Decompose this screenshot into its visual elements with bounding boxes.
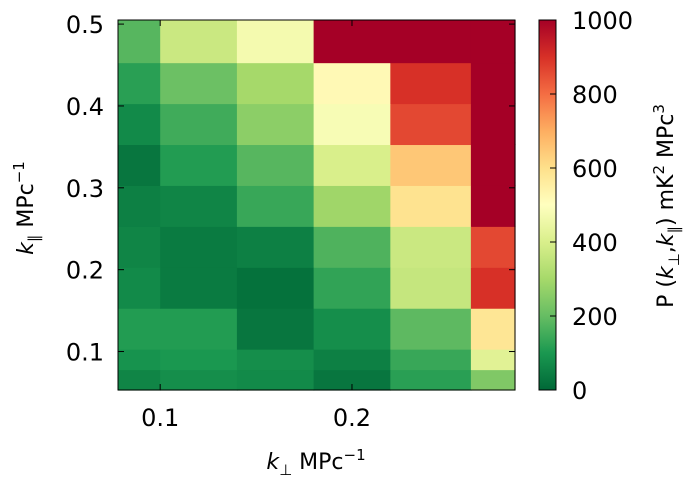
heatmap-cell	[118, 20, 161, 64]
colorbar-tick-label: 200	[572, 303, 618, 331]
heatmap-cell	[313, 103, 391, 146]
heatmap-cell	[236, 226, 315, 268]
x-axis: 0.1 0.2	[141, 20, 371, 432]
heatmap-cell	[236, 308, 315, 350]
heatmap-cell	[313, 144, 391, 186]
heatmap-cell	[118, 62, 161, 105]
heatmap-cell	[470, 185, 516, 227]
heatmap-cell	[160, 267, 238, 309]
heatmap-cell	[313, 62, 391, 105]
heatmap-cell	[470, 349, 516, 371]
heatmap-cell	[313, 267, 391, 309]
heatmap-cell	[118, 185, 161, 227]
heatmap-cell	[160, 62, 238, 105]
heatmap-cell	[160, 144, 238, 186]
heatmap-cell	[160, 226, 238, 268]
heatmap-cell	[470, 62, 516, 105]
heatmap-cell	[118, 369, 161, 391]
heatmap-cell	[390, 267, 472, 309]
heatmap-cell	[236, 144, 315, 186]
heatmap-cell	[118, 267, 161, 309]
heatmap-cell	[390, 185, 472, 227]
y-tick-label: 0.1	[66, 339, 104, 367]
heatmap-cell	[236, 62, 315, 105]
colorbar-tick-label: 400	[572, 229, 618, 257]
heatmap-cell	[470, 144, 516, 186]
heatmap-cell	[118, 226, 161, 268]
x-axis-label: k⊥ MPc−1	[266, 446, 365, 479]
colorbar-label: P (k⊥,k∥) mK2 MPc3	[650, 104, 683, 308]
y-tick-label: 0.2	[66, 257, 104, 285]
heatmap-cell	[390, 369, 472, 391]
y-axis-label: k∥ MPc−1	[10, 161, 43, 255]
heatmap-cell	[470, 226, 516, 268]
heatmap-cell	[470, 308, 516, 350]
heatmap-cell	[118, 103, 161, 146]
heatmap-cell	[160, 103, 238, 146]
heatmap-cell	[470, 369, 516, 391]
heatmap-cell	[118, 144, 161, 186]
colorbar-tick-label: 600	[572, 155, 618, 183]
heatmap-cell	[390, 103, 472, 146]
x-tick-label: 0.1	[141, 404, 179, 432]
heatmap-cell	[118, 349, 161, 371]
heatmap-cell	[313, 20, 391, 64]
colorbar-tick-label: 1000	[572, 7, 633, 35]
heatmap-cell	[236, 267, 315, 309]
heatmap-cell	[236, 185, 315, 227]
heatmap-cell	[313, 185, 391, 227]
y-tick-label: 0.3	[66, 175, 104, 203]
colorbar	[538, 19, 557, 391]
heatmap-cell	[236, 103, 315, 146]
colorbar-axis: 0 200 400 600 800 1000	[550, 7, 633, 405]
plot-frame	[117, 19, 516, 391]
heatmap-cell	[160, 20, 238, 64]
heatmap-cell	[470, 103, 516, 146]
heatmap-cell	[390, 308, 472, 350]
y-axis: 0.1 0.2 0.3 0.4 0.5	[66, 11, 515, 367]
heatmap-cell	[236, 369, 315, 391]
heatmap-cell	[390, 20, 472, 64]
x-tick-label: 0.2	[333, 404, 371, 432]
heatmap-cell	[390, 226, 472, 268]
heatmap-cell	[160, 349, 238, 371]
heatmap-cell	[313, 308, 391, 350]
heatmap-cell	[390, 144, 472, 186]
heatmap-cell	[236, 20, 315, 64]
heatmap-cell	[313, 226, 391, 268]
heatmap-cell	[470, 267, 516, 309]
y-tick-label: 0.5	[66, 11, 104, 39]
heatmap-cells	[118, 20, 516, 391]
heatmap-cell	[313, 369, 391, 391]
colorbar-tick-label: 0	[572, 377, 587, 405]
heatmap-cell	[390, 62, 472, 105]
heatmap-cell	[118, 308, 161, 350]
heatmap-cell	[313, 349, 391, 371]
heatmap-cell	[160, 185, 238, 227]
heatmap-cell	[390, 349, 472, 371]
heatmap-cell	[470, 20, 516, 64]
heatmap-cell	[236, 349, 315, 371]
heatmap-cell	[160, 369, 238, 391]
colorbar-tick-label: 800	[572, 81, 618, 109]
heatmap-cell	[160, 308, 238, 350]
y-tick-label: 0.4	[66, 93, 104, 121]
